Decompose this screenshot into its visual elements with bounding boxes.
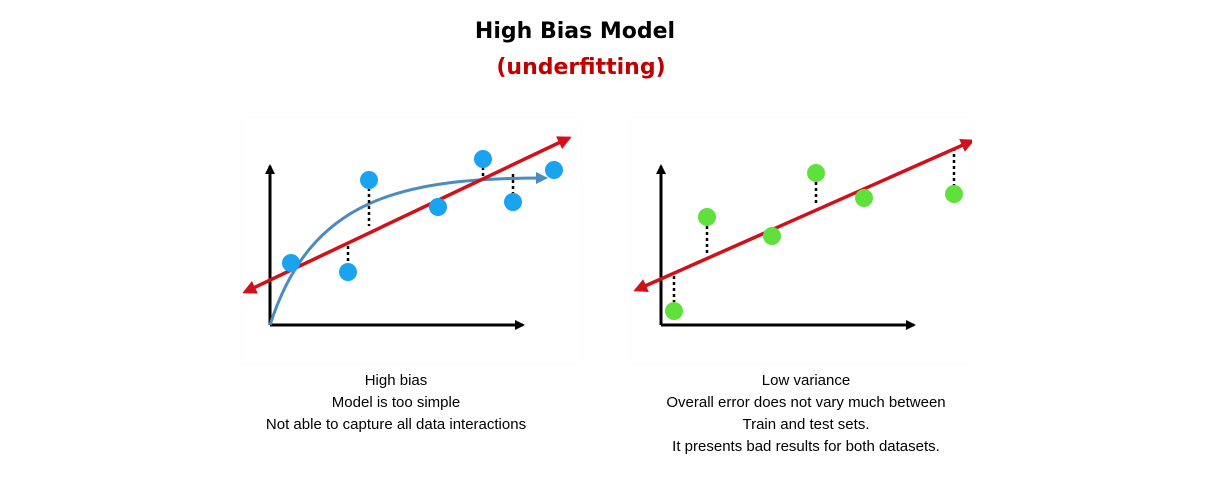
data-point [504, 193, 522, 211]
data-point [807, 164, 825, 182]
left-diagram-panel [241, 118, 581, 363]
data-point [429, 198, 447, 216]
data-point [763, 227, 781, 245]
caption-line: Not able to capture all data interaction… [265, 416, 527, 433]
page-subtitle: (underfitting) [496, 55, 666, 80]
right-diagram-panel [632, 118, 972, 363]
data-point [665, 302, 683, 320]
right-caption: Low variance Overall error does not vary… [626, 370, 986, 458]
caption-line: Model is too simple [331, 394, 461, 411]
caption-line: It presents bad results for both dataset… [672, 438, 940, 455]
data-point [855, 189, 873, 207]
caption-line: Overall error does not vary much between [666, 394, 946, 411]
caption-line: High bias [364, 372, 428, 389]
data-point [282, 254, 300, 272]
left-diagram [242, 136, 572, 330]
data-point [339, 263, 357, 281]
left-caption: High bias Model is too simple Not able t… [236, 370, 556, 436]
model-curve [268, 172, 548, 326]
data-point [360, 171, 378, 189]
caption-line: Low variance [761, 372, 851, 389]
data-point [545, 161, 563, 179]
right-diagram [633, 139, 972, 330]
caption-line: Train and test sets. [742, 416, 870, 433]
data-points [282, 150, 563, 281]
data-point [474, 150, 492, 168]
data-point [945, 185, 963, 203]
linear-fit-line [633, 139, 972, 292]
page-title: High Bias Model [474, 19, 676, 44]
data-points [665, 164, 963, 320]
data-point [698, 208, 716, 226]
